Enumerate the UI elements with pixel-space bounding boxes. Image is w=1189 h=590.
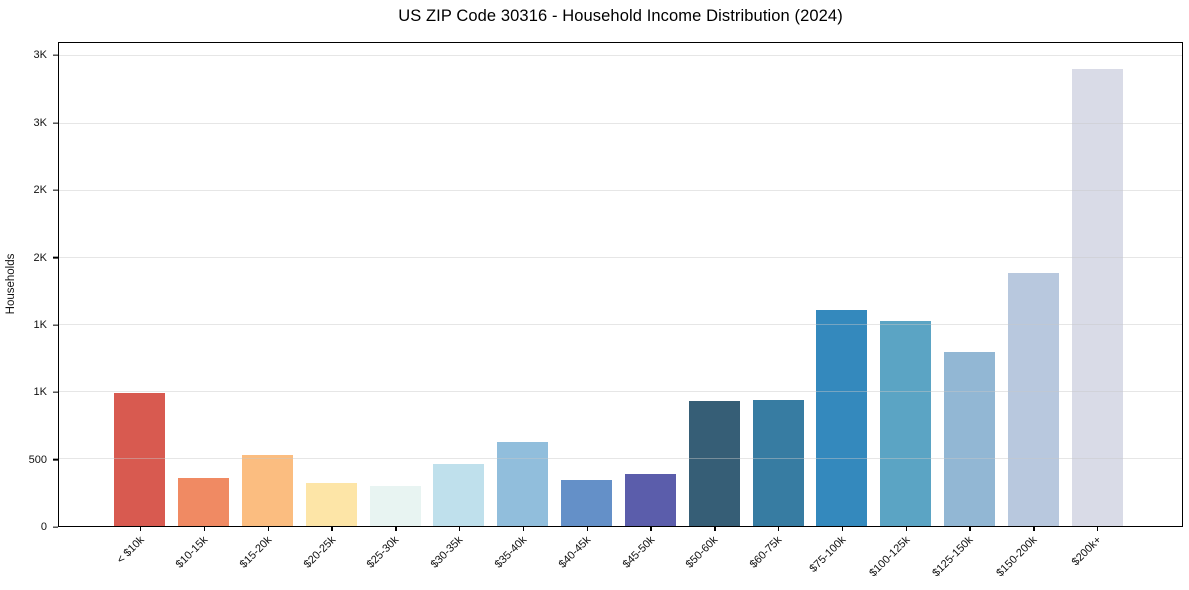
bar-slot: $25-30k [363, 43, 427, 571]
x-tick-label: $45-50k [620, 534, 657, 571]
bar [305, 483, 357, 526]
x-tick-mark [395, 526, 397, 531]
y-tick-label: 500 [28, 453, 47, 466]
y-axis-ticks: 0 500 1K 1K 2K 2K 3K 3K [0, 42, 58, 533]
x-tick-label: $10-15k [173, 534, 211, 571]
y-tick-mark [53, 526, 58, 528]
x-tick-mark [522, 526, 525, 531]
x-tick-mark [714, 526, 716, 531]
y-tick-label: 2K [33, 184, 47, 197]
y-tick-mark [53, 189, 58, 191]
x-tick-mark [650, 526, 652, 531]
chart-title: US ZIP Code 30316 - Household Income Dis… [398, 7, 843, 25]
bar-slot: $150-200k [995, 43, 1065, 579]
bar-slot: $30-35k [427, 43, 491, 571]
y-tick-mark [53, 391, 58, 393]
x-tick-label: $75-100k [807, 534, 849, 575]
bar [880, 321, 932, 526]
x-tick-label: $25-30k [365, 534, 402, 571]
bar-slot: $50-60k [682, 43, 746, 571]
x-tick-label: $50-60k [684, 534, 721, 571]
bar-slot: $20-25k [299, 43, 363, 571]
plot-area: < $10k $10-15k $15-20k $20-25k $25-30k $30-35… [58, 42, 1183, 579]
bar-slot: $75-100k [807, 43, 874, 575]
x-tick-label: $15-20k [237, 534, 275, 571]
bar [114, 393, 166, 526]
x-tick-mark [969, 526, 971, 531]
x-tick-mark [778, 526, 780, 531]
x-tick-mark [331, 526, 333, 531]
bar [433, 463, 485, 526]
y-tick-label: 0 [40, 521, 47, 533]
x-tick-label: $20-25k [301, 534, 338, 571]
y-tick-label: 1K [33, 318, 47, 331]
bar [1071, 69, 1123, 526]
bar-slot: $40-45k [555, 43, 619, 571]
x-tick-label: $40-45k [556, 534, 594, 571]
bar [752, 399, 804, 526]
bar [242, 454, 294, 526]
x-tick-mark [905, 526, 908, 531]
x-tick-mark [1033, 526, 1035, 531]
x-tick-label: < $10k [114, 534, 147, 567]
x-tick-label: $150-200k [994, 534, 1040, 580]
x-tick-label: $125-150k [930, 534, 976, 580]
bars-container: < $10k $10-15k $15-20k $20-25k $25-30k $30-35… [59, 43, 1182, 579]
y-tick-mark [53, 256, 58, 259]
bar [624, 474, 676, 526]
x-tick-mark [203, 526, 206, 531]
x-tick-mark [841, 526, 844, 531]
bar [561, 480, 613, 526]
y-tick-label: 1K [33, 386, 47, 399]
x-tick-mark [267, 526, 269, 531]
y-tick-mark [53, 122, 58, 124]
bar-slot: < $10k [108, 43, 172, 566]
bar-slot: $60-75k [746, 43, 810, 571]
bar [369, 486, 421, 526]
y-tick-label: 2K [33, 251, 47, 264]
bar-slot: $15-20k [236, 43, 300, 571]
bar-slot: $45-50k [619, 43, 683, 571]
x-tick-label: $30-35k [428, 534, 466, 571]
x-tick-mark [586, 526, 588, 531]
x-tick-label: $100-125k [866, 534, 913, 580]
x-tick-label: $35-40k [492, 534, 530, 571]
bar-slot: $125-150k [931, 43, 1002, 579]
x-tick-mark [1097, 526, 1099, 531]
bar-slot: $100-125k [867, 43, 938, 579]
bar-slot: $10-15k [172, 43, 236, 571]
bar-slot: $35-40k [491, 43, 555, 571]
bar [178, 478, 230, 526]
x-tick-label: $200k+ [1069, 534, 1104, 569]
x-tick-mark [458, 526, 461, 531]
y-tick-mark [53, 324, 58, 326]
bar [1007, 273, 1059, 526]
x-tick-mark [139, 526, 142, 531]
y-tick-label: 3K [33, 49, 47, 62]
y-tick-label: 3K [33, 116, 47, 129]
x-tick-label: $60-75k [747, 534, 785, 571]
y-tick-mark [53, 54, 58, 57]
bar [943, 351, 995, 526]
y-tick-mark [53, 458, 58, 461]
bar [688, 400, 740, 526]
bar-slot: $200k+ [1065, 43, 1129, 568]
bar [497, 442, 549, 526]
bar [816, 310, 868, 526]
